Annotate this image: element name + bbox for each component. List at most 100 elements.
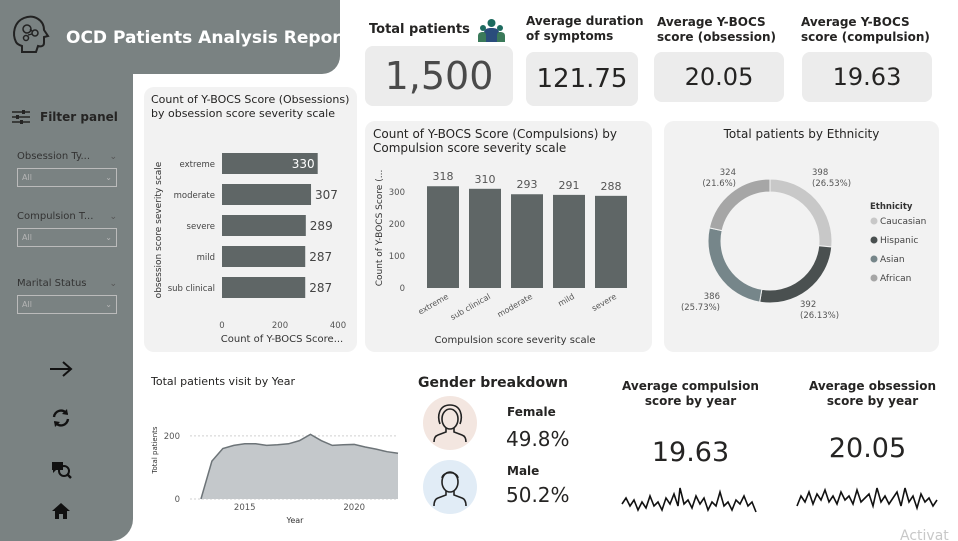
legend-marker [870, 255, 878, 263]
slice-percent-label: (21.6%) [702, 179, 736, 189]
legend-marker [870, 217, 878, 225]
legend-label: Hispanic [880, 236, 918, 246]
avg-compulsion-label: Average Y-BOCS score (compulsion) [801, 15, 930, 44]
slice-value-label: 324 [720, 168, 736, 178]
y-tick-label: sub clinical [168, 284, 215, 294]
home-icon[interactable] [48, 498, 74, 524]
brain-head-icon [13, 15, 50, 53]
avg-obsession-by-year-title: Average obsession score by year [808, 379, 937, 408]
obsession-sparkline [796, 487, 938, 511]
slicer-label: Compulsion T... [17, 211, 94, 222]
chevron-down-icon: ⌄ [105, 233, 112, 242]
avg-duration-value: 121.75 [526, 52, 638, 106]
data-label: 307 [315, 188, 338, 202]
slicer-marital-status: Marital Status ⌄ All ⌄ [17, 278, 117, 314]
data-label: 287 [309, 281, 332, 295]
data-label: 288 [601, 180, 622, 193]
y-axis-title: Count of Y-BOCS Score (... [375, 170, 385, 287]
filter-panel-header: Filter panel [12, 110, 118, 124]
slicer-label: Obsession Ty... [17, 151, 90, 162]
compulsion-sparkline [621, 487, 757, 513]
bar [222, 153, 318, 174]
legend-marker [870, 236, 878, 244]
chevron-down-icon: ⌄ [105, 173, 112, 182]
bar [427, 186, 459, 288]
x-tick-label: 0 [219, 321, 224, 331]
slice-value-label: 392 [800, 300, 816, 310]
legend-title: Ethnicity [870, 202, 913, 212]
data-label: 310 [475, 173, 496, 186]
ethnicity-donut-chart: 398(26.53%) 392(26.13%) 386(25.73%) 324(21.… [681, 168, 926, 321]
avg-obsession-label: Average Y-BOCS score (obsession) [657, 15, 777, 44]
y-tick-label: 200 [389, 220, 405, 230]
y-tick-label: 200 [164, 432, 180, 442]
y-tick-label: extreme [180, 160, 216, 170]
header-band [0, 0, 340, 74]
x-tick-label: moderate [496, 292, 534, 319]
legend-label: Asian [880, 255, 905, 265]
male-person-icon [433, 471, 467, 507]
donut-slice [769, 178, 833, 248]
slice-value-label: 386 [704, 292, 720, 302]
slicer-value: All [22, 233, 32, 242]
series-line [200, 433, 399, 500]
male-label: Male [507, 464, 540, 478]
x-axis-title: Count of Y-BOCS Score... [221, 334, 343, 345]
bar [469, 188, 501, 288]
people-group-icon [478, 19, 505, 42]
data-label: 289 [310, 219, 333, 233]
report-title: OCD Patients Analysis Report [66, 28, 349, 48]
slicer-obsession-type: Obsession Ty... ⌄ All ⌄ [17, 151, 117, 187]
female-label: Female [507, 405, 556, 419]
x-tick-label: 400 [330, 321, 346, 331]
bar [222, 277, 306, 298]
data-label: 318 [433, 170, 454, 183]
avg-obsession-value: 20.05 [654, 52, 784, 102]
donut-slice [708, 178, 771, 232]
slice-value-label: 398 [812, 168, 828, 178]
y-tick-label: 0 [400, 284, 405, 294]
slicer-label: Marital Status [17, 278, 87, 289]
x-tick-label: sub clinical [449, 292, 492, 322]
x-tick-label: 2020 [343, 503, 365, 513]
legend-marker [870, 274, 878, 282]
chevron-down-icon[interactable]: ⌄ [109, 211, 117, 222]
y-tick-label: 100 [389, 252, 405, 262]
slicer-dropdown[interactable]: All ⌄ [17, 228, 117, 247]
avg-compulsion-by-year-value: 19.63 [651, 437, 730, 468]
data-label: 293 [517, 178, 538, 191]
y-tick-label: mild [197, 253, 215, 263]
y-axis-title: obsession score severity scale [154, 161, 164, 298]
slicer-dropdown[interactable]: All ⌄ [17, 168, 117, 187]
slice-percent-label: (26.13%) [800, 311, 839, 321]
filter-panel-title: Filter panel [40, 110, 118, 124]
female-value: 49.8% [506, 427, 570, 451]
total-patients-value: 1,500 [365, 46, 513, 106]
data-label: 291 [559, 179, 580, 192]
slicer-dropdown[interactable]: All ⌄ [17, 295, 117, 314]
x-tick-label: extreme [417, 292, 450, 317]
bar [222, 184, 312, 205]
female-person-icon [433, 404, 467, 443]
y-tick-label: severe [187, 222, 215, 232]
chevron-down-icon[interactable]: ⌄ [109, 151, 117, 162]
visits-chart-title: Total patients visit by Year [151, 375, 295, 388]
arrow-right-icon[interactable] [48, 356, 74, 382]
x-axis-title: Compulsion score severity scale [434, 335, 595, 346]
bar [222, 246, 306, 267]
slicer-compulsion-type: Compulsion T... ⌄ All ⌄ [17, 211, 117, 247]
y-tick-label: 300 [389, 188, 405, 198]
chevron-down-icon[interactable]: ⌄ [109, 278, 117, 289]
legend-label: Caucasian [880, 217, 926, 227]
legend-label: African [880, 274, 911, 284]
avg-duration-label: Average duration of symptoms [526, 14, 644, 43]
avg-compulsion-value: 19.63 [802, 52, 932, 102]
q-and-a-icon[interactable] [48, 456, 74, 482]
chevron-down-icon: ⌄ [105, 300, 112, 309]
compulsion-chart-title: Count of Y-BOCS Score (Compulsions) by C… [373, 127, 617, 155]
refresh-icon[interactable] [48, 405, 74, 431]
x-tick-label: mild [556, 292, 576, 308]
female-avatar [423, 396, 477, 450]
x-axis-title: Year [286, 516, 305, 525]
